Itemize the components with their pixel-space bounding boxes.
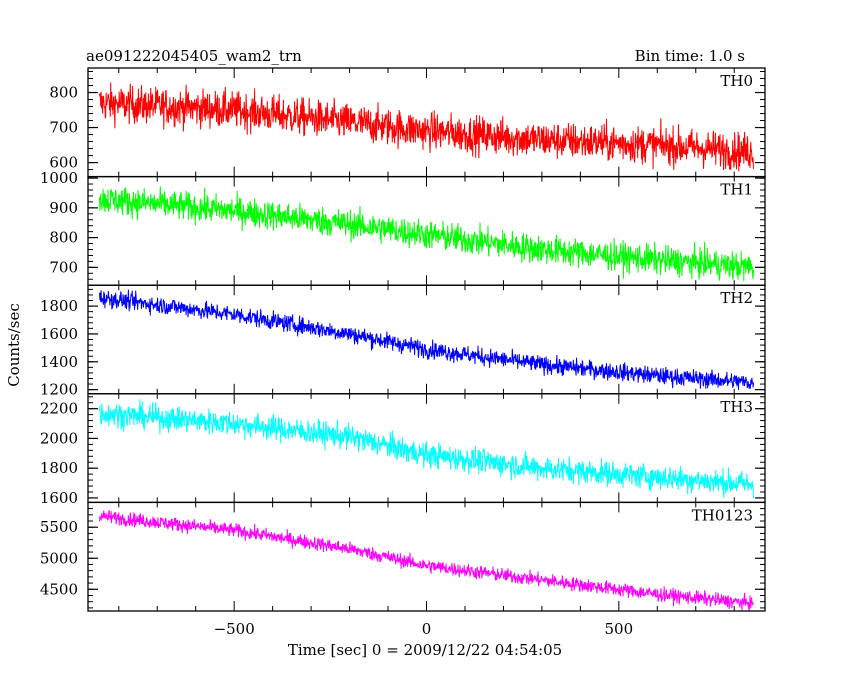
y-tick-label: 1800 [40,459,78,477]
panel-label: TH0123 [692,506,753,524]
y-tick-label: 5000 [40,549,78,567]
panel-label: TH0 [720,72,753,90]
series-line-th0 [99,82,754,172]
x-axis: −500 0 500 [214,620,634,638]
y-tick-label: 700 [49,119,78,137]
series-line-th2 [99,289,754,390]
y-tick-label: 600 [49,154,78,172]
panel-label: TH3 [720,398,753,416]
series-line-th3 [99,399,754,499]
x-tick-label: −500 [214,620,255,638]
x-tick-label: 500 [605,620,634,638]
panel-th3: TH3 1600 1800 2000 2200 [40,393,766,507]
bin-time-label: Bin time: 1.0 s [635,47,745,65]
y-tick-label: 1600 [40,489,78,507]
y-axis-label: Counts/sec [5,303,23,387]
y-tick-label: 1000 [40,169,78,187]
x-tick-label: 0 [422,620,432,638]
panel-th2: TH2 1200 1400 1600 1800 [40,284,766,399]
panel-label: TH2 [720,289,753,307]
panel-th0123: TH0123 4500 5000 5500 [40,501,766,612]
y-tick-label: 1600 [40,325,78,343]
y-tick-label: 700 [49,258,78,276]
panel-label: TH1 [720,181,753,199]
panels-group: TH0 600 700 800 TH1 700 800 900 1000 TH2 1200 1400 1… [40,67,766,612]
x-axis-label: Time [sec] 0 = 2009/12/22 04:54:05 [288,641,562,659]
y-tick-label: 1800 [40,297,78,315]
y-tick-label: 800 [49,84,78,102]
y-tick-label: 900 [49,199,78,217]
y-tick-label: 4500 [40,580,78,598]
panel-th0: TH0 600 700 800 [49,67,766,178]
y-tick-label: 1200 [40,381,78,399]
y-tick-label: 2200 [40,400,78,418]
y-tick-label: 5500 [40,518,78,536]
panel-th1: TH1 700 800 900 1000 [40,169,766,286]
panel-frame [87,67,766,178]
y-tick-label: 800 [49,229,78,247]
series-line-th0123 [99,510,754,611]
chart-title: ae091222045405_wam2_trn [86,47,302,65]
y-tick-label: 1400 [40,353,78,371]
series-line-th1 [99,186,754,282]
y-tick-label: 2000 [40,429,78,447]
